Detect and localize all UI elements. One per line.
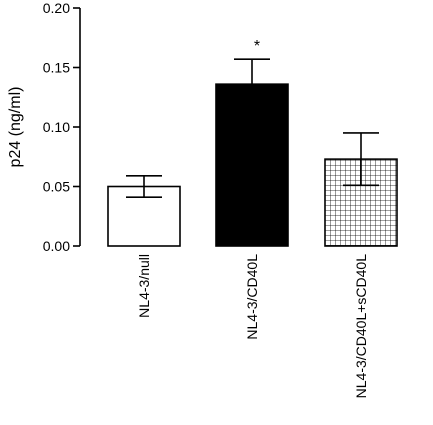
x-category-label: NL4-3/CD40L [244,254,260,340]
error-bars [126,58,379,199]
labels: 0.00 0.05 0.10 0.15 0.20 p24 (ng/ml) NL4-3/nul… [7,0,369,398]
x-category-label: NL4-3/null [136,254,152,318]
y-axis-title: p24 (ng/ml) [7,87,24,168]
y-tick-label: 0.15 [43,60,70,76]
significance-marker: * [254,38,260,55]
axes [73,7,81,247]
bars [107,83,398,247]
x-category-label: NL4-3/CD40L+sCD40L [353,254,369,399]
y-tick-label: 0.20 [43,0,70,16]
bar-2 [215,83,289,247]
y-tick-label: 0.05 [43,179,70,195]
y-tick-label: 0.10 [43,119,70,135]
y-tick-label: 0.00 [43,238,70,254]
